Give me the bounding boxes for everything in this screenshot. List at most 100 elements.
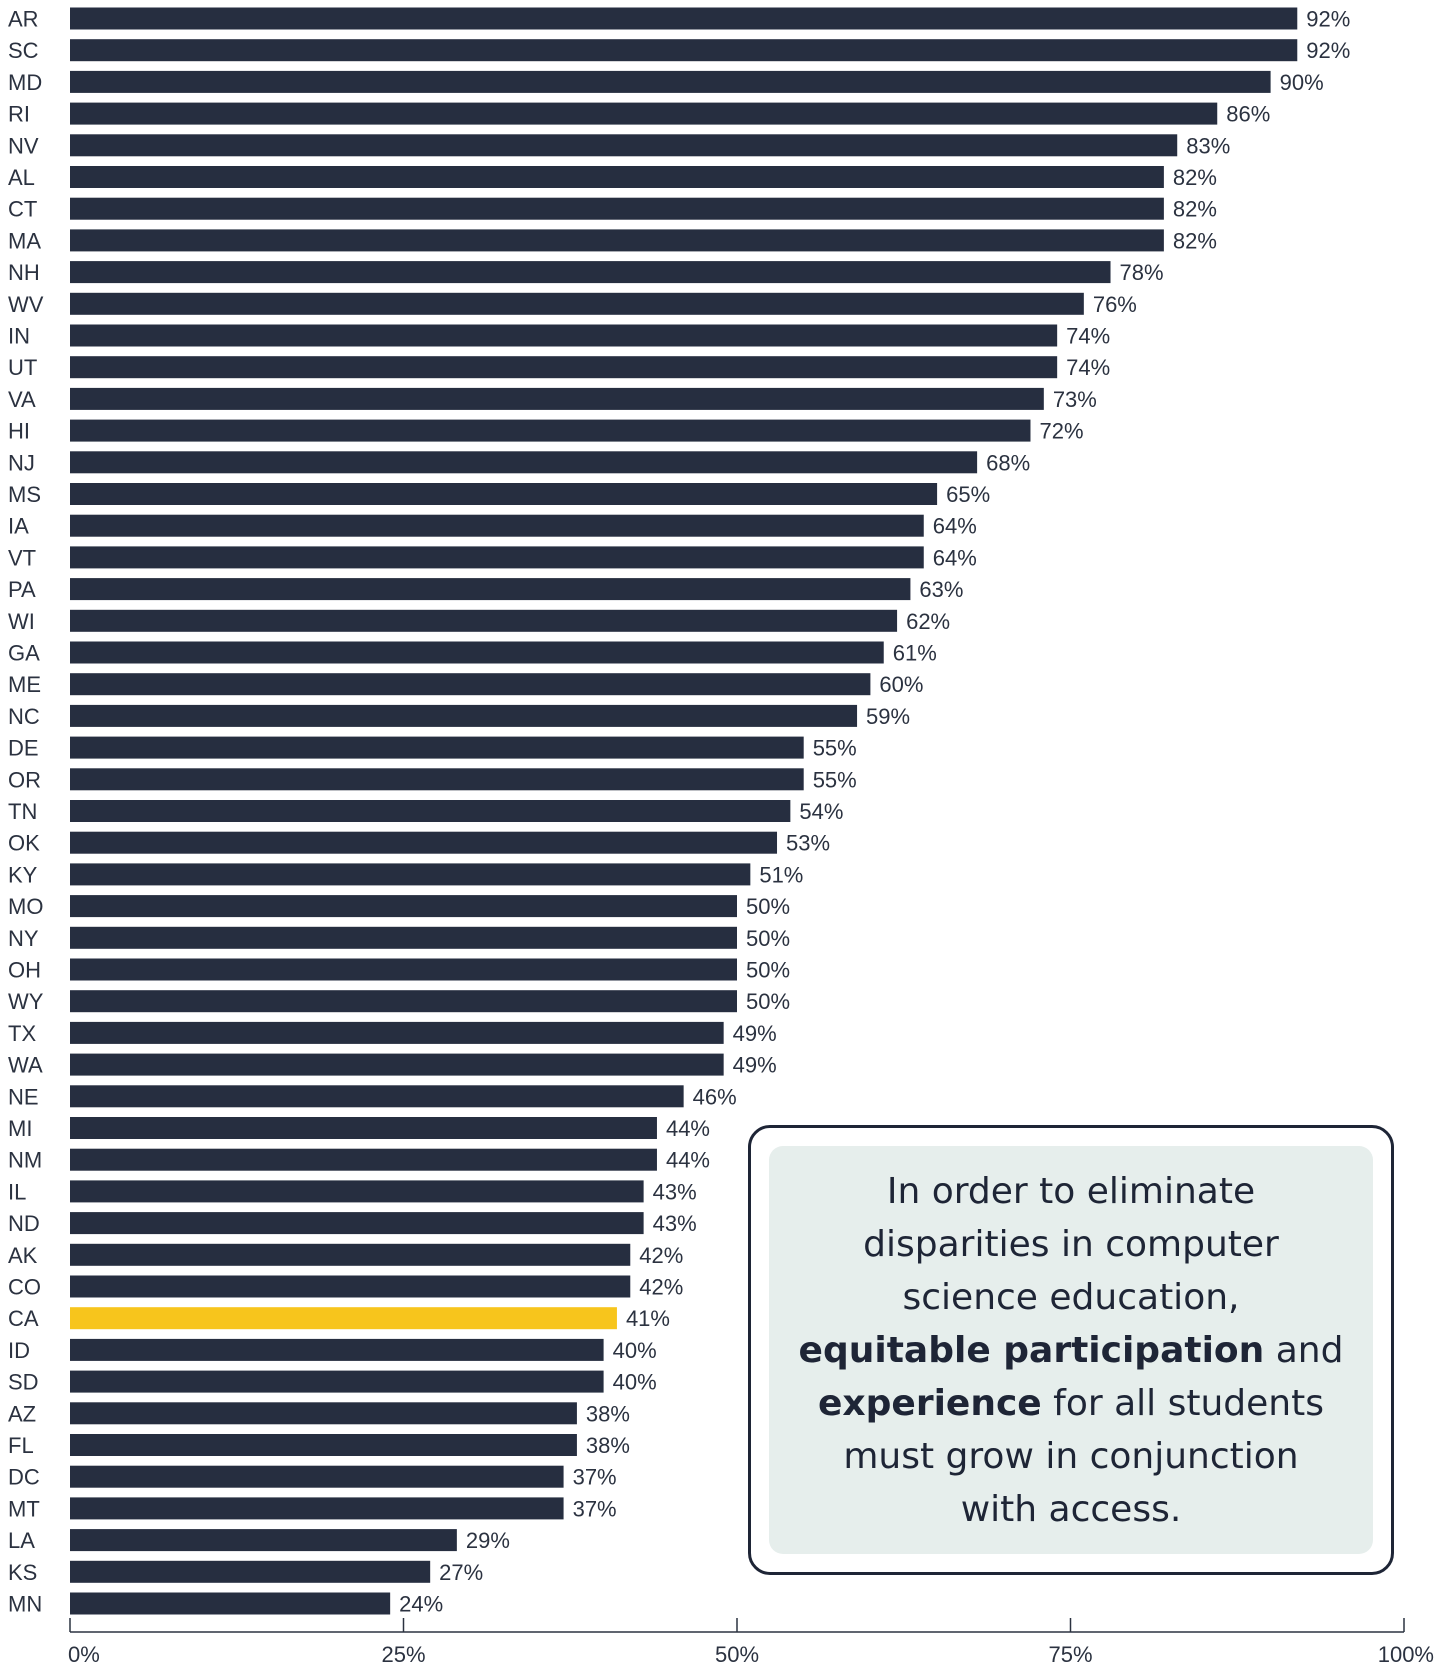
value-label: 82%: [1173, 165, 1217, 190]
category-label: RI: [8, 102, 30, 127]
bar-nm: [70, 1148, 657, 1171]
bar-ak: [70, 1243, 631, 1266]
category-label: WA: [8, 1053, 43, 1078]
bar-tx: [70, 1021, 724, 1044]
category-label: OK: [8, 831, 40, 856]
value-label: 42%: [639, 1243, 683, 1268]
value-label: 50%: [746, 894, 790, 919]
bar-va: [70, 387, 1044, 410]
bar-al: [70, 166, 1164, 188]
bar-nj: [70, 451, 978, 474]
category-label: TN: [8, 799, 37, 824]
category-label: WV: [8, 292, 44, 317]
category-label: SD: [8, 1370, 39, 1395]
category-label: NJ: [8, 450, 35, 475]
bar-wi: [70, 609, 898, 632]
category-label: MS: [8, 482, 41, 507]
bar-ca: [70, 1307, 617, 1330]
category-label: AK: [8, 1243, 38, 1268]
value-label: 24%: [399, 1592, 443, 1617]
category-label: CO: [8, 1275, 41, 1300]
x-tick-label: 75%: [1048, 1642, 1092, 1666]
value-label: 64%: [933, 514, 977, 539]
bar-ia: [70, 514, 924, 537]
bar-ok: [70, 831, 778, 854]
bar-mt: [70, 1497, 564, 1520]
value-label: 92%: [1306, 38, 1350, 63]
category-label: WY: [8, 989, 44, 1014]
bar-wv: [70, 292, 1084, 315]
bar-oh: [70, 958, 737, 981]
value-labels: 92% 92% 90% 86% 83% 82% 82% 82% 78% 76% 74% 74% 73% 7…: [399, 7, 1350, 1617]
callout-text: In order to eliminate disparities in com…: [791, 1165, 1351, 1536]
value-label: 63%: [919, 577, 963, 602]
bar-nd: [70, 1212, 644, 1235]
value-label: 38%: [586, 1433, 630, 1458]
bar-tn: [70, 800, 791, 822]
bar-ga: [70, 641, 884, 664]
value-label: 62%: [906, 609, 950, 634]
category-label: MA: [8, 228, 41, 253]
value-label: 65%: [946, 482, 990, 507]
category-label: IN: [8, 324, 30, 349]
value-label: 50%: [746, 989, 790, 1014]
bar-hi: [70, 419, 1031, 442]
bar-pa: [70, 578, 911, 601]
value-label: 51%: [759, 862, 803, 887]
value-label: 55%: [813, 736, 857, 761]
value-label: 59%: [866, 704, 910, 729]
callout-line: science education,: [902, 1276, 1240, 1318]
value-label: 92%: [1306, 7, 1350, 32]
x-tick-label: 100%: [1378, 1642, 1434, 1666]
value-label: 27%: [439, 1560, 483, 1585]
category-label: FL: [8, 1433, 34, 1458]
value-label: 53%: [786, 831, 830, 856]
category-label: NE: [8, 1084, 39, 1109]
category-label: MI: [8, 1116, 32, 1141]
bar-il: [70, 1180, 644, 1203]
x-tick-label: 0%: [68, 1642, 100, 1666]
value-label: 46%: [693, 1084, 737, 1109]
value-label: 43%: [653, 1211, 697, 1236]
value-label: 82%: [1173, 228, 1217, 253]
category-label: WI: [8, 609, 35, 634]
value-label: 64%: [933, 545, 977, 570]
bar-dc: [70, 1465, 564, 1488]
value-label: 61%: [893, 641, 937, 666]
category-label: VA: [8, 387, 36, 412]
x-tick-label: 25%: [381, 1642, 425, 1666]
value-label: 40%: [613, 1338, 657, 1363]
value-label: 44%: [666, 1116, 710, 1141]
category-label: MT: [8, 1496, 40, 1521]
category-label: LA: [8, 1528, 35, 1553]
category-label: VT: [8, 545, 36, 570]
category-label: IL: [8, 1179, 26, 1204]
value-label: 54%: [799, 799, 843, 824]
value-label: 37%: [573, 1496, 617, 1521]
bar-sd: [70, 1370, 604, 1393]
bar-ky: [70, 863, 751, 886]
callout-line: for all students: [1041, 1382, 1324, 1424]
bar-ks: [70, 1560, 431, 1583]
value-label: 40%: [613, 1370, 657, 1395]
callout-line: In order to eliminate: [886, 1170, 1256, 1212]
category-label: KS: [8, 1560, 37, 1585]
category-label: UT: [8, 355, 37, 380]
callout-line: disparities in computer: [863, 1223, 1279, 1265]
category-label: NH: [8, 260, 40, 285]
bar-nv: [70, 134, 1178, 157]
value-label: 41%: [626, 1306, 670, 1331]
bar-vt: [70, 546, 924, 569]
callout-panel: In order to eliminate disparities in com…: [769, 1146, 1373, 1554]
category-label: ND: [8, 1211, 40, 1236]
category-label: HI: [8, 419, 30, 444]
category-label: MD: [8, 70, 42, 95]
bar-sc: [70, 39, 1298, 62]
category-label: KY: [8, 862, 38, 887]
bar-la: [70, 1529, 457, 1552]
category-label: MN: [8, 1592, 42, 1617]
callout-line: must grow in conjunction: [843, 1435, 1299, 1477]
category-label: AR: [8, 7, 39, 32]
category-label: ID: [8, 1338, 30, 1363]
